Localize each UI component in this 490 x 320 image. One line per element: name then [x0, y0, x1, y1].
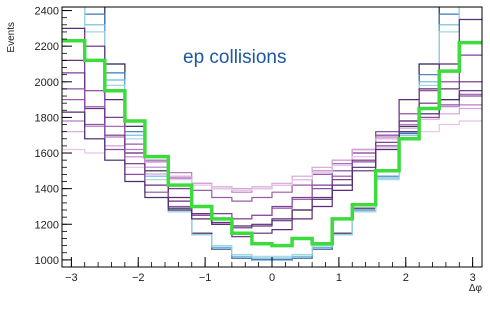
x-tick-label: −3	[65, 272, 78, 284]
y-tick-label: 1200	[35, 219, 59, 231]
ticks-layer: −3 −2 −1 0 1 2 3 1000 1200 1400 1600 1800 2000 2200 24…	[35, 6, 476, 284]
x-tick-label: 0	[269, 272, 275, 284]
y-tick-label: 1800	[35, 112, 59, 124]
y-tick-label: 1600	[35, 148, 59, 160]
annotation: ep collisions	[183, 47, 287, 68]
series-layer	[62, 7, 482, 261]
x-tick-label: −2	[132, 272, 145, 284]
y-tick-label: 2000	[35, 77, 59, 89]
x-tick-label: 1	[336, 272, 342, 284]
x-axis-title: Δφ	[469, 283, 483, 294]
y-tick-label: 1000	[35, 255, 59, 267]
y-tick-label: 1400	[35, 184, 59, 196]
y-tick-label: 2400	[35, 6, 59, 18]
y-tick-label: 2200	[35, 41, 59, 53]
series-line-highlight	[62, 39, 482, 248]
y-axis-title: Events	[6, 22, 17, 53]
x-tick-label: 2	[403, 272, 409, 284]
series-line	[62, 90, 482, 227]
x-tick-label: 3	[470, 272, 476, 284]
x-tick-label: −1	[199, 272, 212, 284]
series-line	[62, 18, 482, 238]
